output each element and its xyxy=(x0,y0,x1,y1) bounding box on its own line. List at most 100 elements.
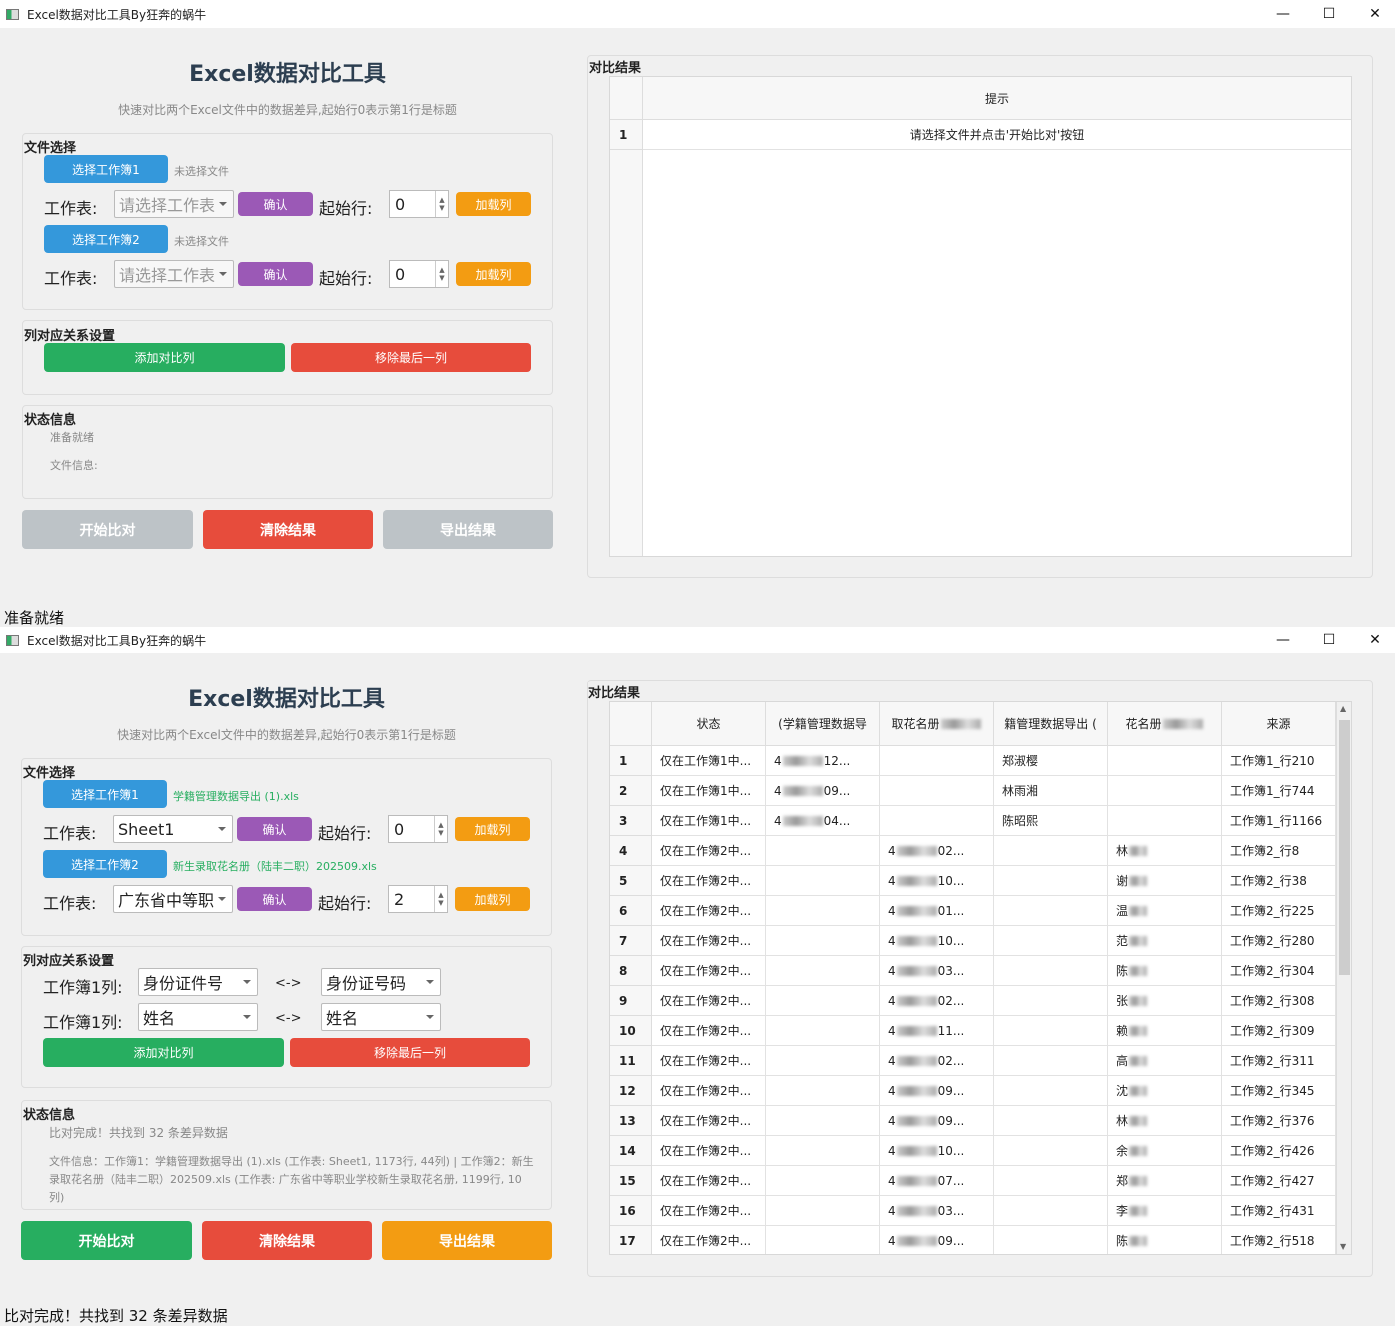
table-cell[interactable]: 仅在工作簿2中... xyxy=(652,1136,766,1166)
maximize-button[interactable]: ☐ xyxy=(1322,632,1336,648)
clear-results-button[interactable]: 清除结果 xyxy=(202,1221,372,1260)
table-cell[interactable]: 仅在工作簿2中... xyxy=(652,866,766,896)
table-cell[interactable]: 陈 xyxy=(1108,1226,1222,1254)
table-cell[interactable]: 工作簿2_行225 xyxy=(1222,896,1336,926)
results-table[interactable]: 提示 1 请选择文件并点击'开始比对'按钮 xyxy=(609,76,1352,557)
table-cell[interactable]: 仅在工作簿2中... xyxy=(652,926,766,956)
remove-last-column-button[interactable]: 移除最后一列 xyxy=(291,343,531,372)
sheet2-select[interactable]: 广东省中等职 xyxy=(113,885,233,913)
table-cell[interactable]: 4 02... xyxy=(880,836,994,866)
table-cell[interactable] xyxy=(766,986,880,1016)
table-cell[interactable]: 仅在工作簿1中... xyxy=(652,776,766,806)
table-cell[interactable]: 4 09... xyxy=(880,1076,994,1106)
results-table[interactable]: ▲ ▼ 状态 (学籍管理数据导 取花名册 籍管理数据导出 (花名册 来源 1 仅在工作簿1中… xyxy=(609,701,1352,1255)
table-cell[interactable]: 工作簿2_行426 xyxy=(1222,1136,1336,1166)
table-cell[interactable]: 工作簿2_行345 xyxy=(1222,1076,1336,1106)
mapping1-right-select[interactable]: 身份证号码 xyxy=(321,968,441,996)
table-cell[interactable]: 仅在工作簿2中... xyxy=(652,1046,766,1076)
table-cell[interactable]: 工作簿2_行311 xyxy=(1222,1046,1336,1076)
start-compare-button[interactable]: 开始比对 xyxy=(22,510,193,549)
table-cell[interactable]: 谢 xyxy=(1108,866,1222,896)
select-workbook1-button[interactable]: 选择工作簿1 xyxy=(43,780,167,808)
column-header[interactable]: 来源 xyxy=(1222,702,1336,746)
table-cell[interactable]: 仅在工作簿2中... xyxy=(652,1016,766,1046)
table-cell[interactable]: 仅在工作簿2中... xyxy=(652,1106,766,1136)
table-cell[interactable] xyxy=(994,1196,1108,1226)
close-button[interactable]: ✕ xyxy=(1369,632,1381,648)
table-cell[interactable]: 4 09... xyxy=(766,776,880,806)
export-results-button[interactable]: 导出结果 xyxy=(383,510,553,549)
table-cell[interactable]: 仅在工作簿2中... xyxy=(652,1226,766,1254)
table-cell[interactable]: 工作簿1_行210 xyxy=(1222,746,1336,776)
sheet1-select[interactable]: Sheet1 xyxy=(113,815,233,843)
table-cell[interactable]: 工作簿2_行8 xyxy=(1222,836,1336,866)
table-cell[interactable] xyxy=(994,896,1108,926)
table-cell[interactable]: 4 09... xyxy=(880,1106,994,1136)
table-cell[interactable]: 4 11... xyxy=(880,1016,994,1046)
table-cell[interactable] xyxy=(766,1196,880,1226)
column-header[interactable]: 籍管理数据导出 ( xyxy=(994,702,1108,746)
spin-arrows-icon[interactable]: ▲ ▼ xyxy=(435,261,448,287)
add-compare-column-button[interactable]: 添加对比列 xyxy=(43,1038,284,1067)
table-cell[interactable] xyxy=(766,926,880,956)
table-cell[interactable]: 赖 xyxy=(1108,1016,1222,1046)
clear-results-button[interactable]: 清除结果 xyxy=(203,510,373,549)
maximize-button[interactable]: ☐ xyxy=(1322,6,1336,22)
scroll-down-icon[interactable]: ▼ xyxy=(1340,1242,1347,1251)
table-cell[interactable]: 4 10... xyxy=(880,1136,994,1166)
scrollbar-thumb[interactable] xyxy=(1339,720,1350,975)
table-cell[interactable] xyxy=(994,836,1108,866)
table-cell[interactable]: 4 04... xyxy=(766,806,880,836)
table-cell[interactable]: 范 xyxy=(1108,926,1222,956)
table-cell[interactable]: 陈 xyxy=(1108,956,1222,986)
minimize-button[interactable]: — xyxy=(1276,6,1290,22)
spin-arrows-icon[interactable]: ▲ ▼ xyxy=(434,886,447,912)
column-header[interactable]: 取花名册 xyxy=(880,702,994,746)
table-cell[interactable]: 郑淑樱 xyxy=(994,746,1108,776)
add-compare-column-button[interactable]: 添加对比列 xyxy=(44,343,285,372)
table-cell[interactable]: 工作簿1_行744 xyxy=(1222,776,1336,806)
select-workbook2-button[interactable]: 选择工作簿2 xyxy=(44,225,168,253)
confirm-sheet2-button[interactable]: 确认 xyxy=(238,262,313,286)
table-cell[interactable]: 工作簿2_行308 xyxy=(1222,986,1336,1016)
table-cell[interactable]: 4 09... xyxy=(880,1226,994,1254)
table-cell[interactable]: 工作簿2_行376 xyxy=(1222,1106,1336,1136)
table-cell[interactable]: 仅在工作簿2中... xyxy=(652,836,766,866)
table-cell[interactable]: 4 03... xyxy=(880,956,994,986)
table-cell[interactable]: 沈 xyxy=(1108,1076,1222,1106)
table-cell[interactable] xyxy=(766,1046,880,1076)
table-cell[interactable] xyxy=(994,986,1108,1016)
table-cell[interactable]: 仅在工作簿2中... xyxy=(652,1076,766,1106)
close-button[interactable]: ✕ xyxy=(1369,6,1381,22)
spin-arrows-icon[interactable]: ▲ ▼ xyxy=(435,191,448,217)
table-cell[interactable]: 仅在工作簿1中... xyxy=(652,806,766,836)
table-cell[interactable] xyxy=(880,746,994,776)
table-cell[interactable] xyxy=(994,1076,1108,1106)
table-cell[interactable]: 工作簿2_行427 xyxy=(1222,1166,1336,1196)
table-cell[interactable] xyxy=(880,806,994,836)
table-cell[interactable]: 4 02... xyxy=(880,986,994,1016)
table-cell[interactable]: 工作簿2_行518 xyxy=(1222,1226,1336,1254)
start-row1-spinbox[interactable]: 0 ▲ ▼ xyxy=(388,815,448,843)
minimize-button[interactable]: — xyxy=(1276,632,1290,648)
spin-arrows-icon[interactable]: ▲ ▼ xyxy=(434,816,447,842)
mapping1-left-select[interactable]: 身份证件号 xyxy=(138,968,258,996)
table-cell[interactable]: 林 xyxy=(1108,1106,1222,1136)
table-cell[interactable] xyxy=(994,1166,1108,1196)
table-cell[interactable]: 温 xyxy=(1108,896,1222,926)
start-row2-spinbox[interactable]: 0 ▲ ▼ xyxy=(389,260,449,288)
table-cell[interactable] xyxy=(994,1136,1108,1166)
table-cell[interactable]: 李 xyxy=(1108,1196,1222,1226)
mapping2-left-select[interactable]: 姓名 xyxy=(138,1003,258,1031)
table-cell[interactable]: 郑 xyxy=(1108,1166,1222,1196)
table-cell[interactable]: 陈昭熙 xyxy=(994,806,1108,836)
export-results-button[interactable]: 导出结果 xyxy=(382,1221,552,1260)
table-cell[interactable] xyxy=(766,1076,880,1106)
table-cell[interactable] xyxy=(766,896,880,926)
table-cell[interactable] xyxy=(766,1166,880,1196)
confirm-sheet1-button[interactable]: 确认 xyxy=(237,817,312,841)
table-cell[interactable] xyxy=(1108,806,1222,836)
table-cell[interactable] xyxy=(880,776,994,806)
table-cell[interactable] xyxy=(994,1046,1108,1076)
load-columns1-button[interactable]: 加载列 xyxy=(455,817,530,841)
